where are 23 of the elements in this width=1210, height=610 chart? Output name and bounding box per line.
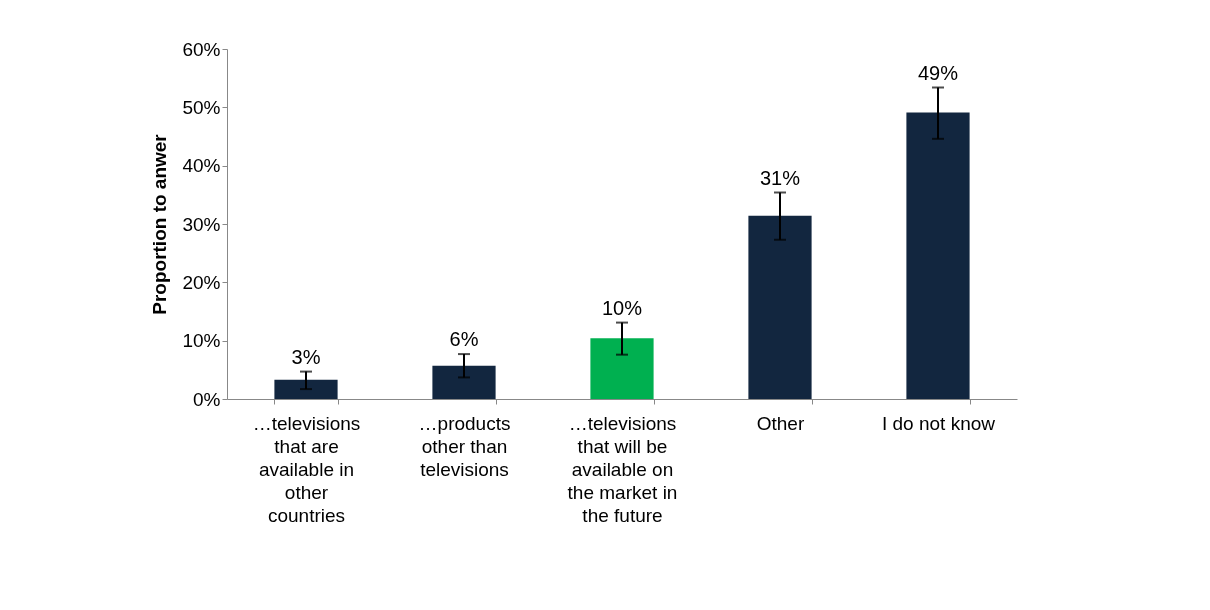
data-label: 49% xyxy=(917,61,959,84)
data-label: 6% xyxy=(449,328,479,351)
bar xyxy=(590,338,654,399)
y-tick-label: 60% xyxy=(182,38,221,60)
bar xyxy=(274,379,338,399)
data-label: 10% xyxy=(601,296,643,319)
x-tick-label: …televisions that will be available on the market in the future xyxy=(567,412,678,526)
data-label: 31% xyxy=(759,166,801,189)
y-axis-title: Proportion to anwer xyxy=(149,133,171,315)
y-tick-label: 30% xyxy=(182,213,221,235)
x-tick-label: …products other than televisions xyxy=(418,412,511,480)
y-tick-label: 0% xyxy=(193,388,221,410)
x-tick-label: I do not know xyxy=(881,412,996,434)
y-tick-label: 40% xyxy=(182,155,221,177)
y-tick-label: 20% xyxy=(182,271,221,293)
bar xyxy=(748,215,812,399)
bar xyxy=(432,365,496,399)
y-tick-label: 10% xyxy=(182,330,221,352)
y-tick-label: 50% xyxy=(182,96,221,118)
x-tick-label: Other xyxy=(756,412,805,434)
bar xyxy=(906,112,970,399)
x-tick-label: …televisions that are available in other countries xyxy=(252,412,361,526)
data-label: 3% xyxy=(291,345,321,368)
